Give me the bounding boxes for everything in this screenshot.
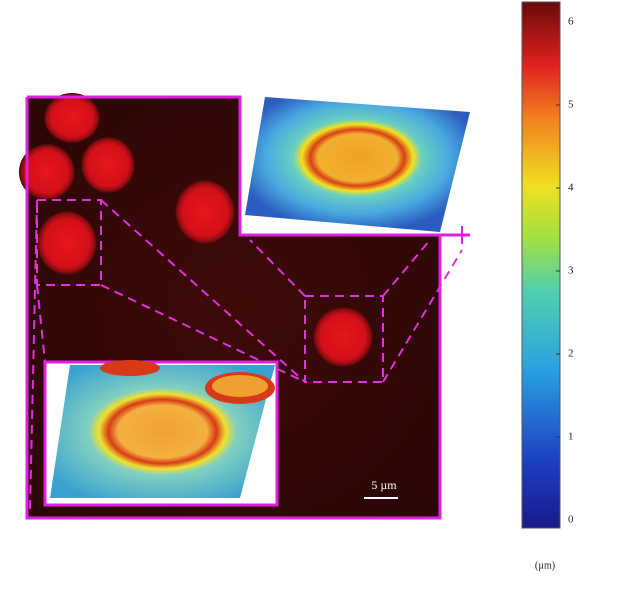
colorbar-tick-label: 2 — [568, 348, 574, 360]
colorbar-tick-label: 4 — [568, 182, 574, 194]
colorbar-tick-label: 1 — [568, 431, 574, 443]
colorbar-tick-label: 3 — [568, 265, 574, 277]
colorbar-tick-label: 5 — [568, 99, 574, 111]
colorbar-tick-label: 6 — [568, 16, 574, 28]
scale-bar-label: 5 µm — [371, 478, 397, 492]
colorbar-unit: (µm) — [535, 560, 555, 571]
colorbar-tick-label: 0 — [568, 514, 574, 526]
micrograph: 5 µm — [19, 93, 470, 520]
colorbar: (µm) 0 1 2 3 4 5 6 — [521, 1, 574, 571]
